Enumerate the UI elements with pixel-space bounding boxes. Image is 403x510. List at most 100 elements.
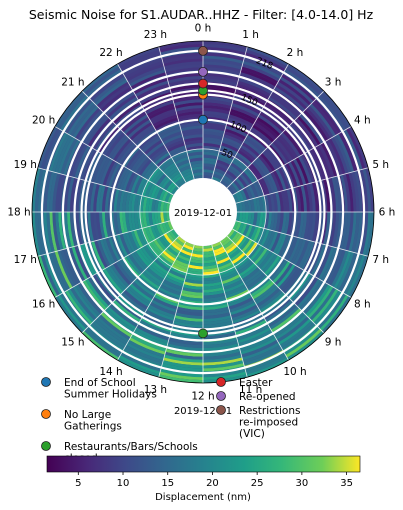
heatmap-cell xyxy=(257,114,283,135)
heatmap-cell xyxy=(203,58,243,67)
heatmap-cell xyxy=(203,163,216,168)
heatmap-cell xyxy=(238,329,273,347)
heatmap-cell xyxy=(85,278,109,309)
heatmap-cell xyxy=(125,232,136,253)
legend-marker xyxy=(216,391,226,401)
heatmap-cell xyxy=(241,63,280,82)
hour-tick-label: 7 h xyxy=(372,254,389,266)
heatmap-cell xyxy=(97,126,120,153)
heatmap-cell xyxy=(203,258,217,264)
heatmap-cell xyxy=(91,241,106,270)
heatmap-cell xyxy=(148,105,176,120)
heatmap-cell xyxy=(340,212,348,250)
heatmap-cell xyxy=(203,52,245,61)
heatmap-cell xyxy=(148,197,154,212)
heatmap-cell xyxy=(113,188,120,212)
heatmap-cell xyxy=(127,173,139,193)
heatmap-cell xyxy=(305,151,321,182)
heatmap-cell xyxy=(139,273,160,290)
heatmap-cell xyxy=(313,290,341,325)
heatmap-cell xyxy=(159,128,182,140)
heatmap-cell xyxy=(117,295,144,318)
heatmap-cell xyxy=(164,351,203,360)
heatmap-cell xyxy=(46,212,55,253)
heatmap-cell xyxy=(269,193,275,212)
event-marker-bottom xyxy=(198,328,208,339)
heatmap-cell xyxy=(158,223,166,235)
heatmap-cell xyxy=(203,371,247,381)
hour-tick-label: 5 h xyxy=(372,159,389,171)
heatmap-cell xyxy=(290,160,304,186)
heatmap-cell xyxy=(328,138,346,175)
heatmap-cell xyxy=(303,109,329,142)
hour-tick-labels: 0 h 1 h 2 h 3 h 4 h 5 h 6 h 7 h 8 h 9 h 10 h 11 h 12… xyxy=(7,23,395,403)
heatmap-cell xyxy=(184,278,203,284)
heatmap-cell xyxy=(139,228,149,246)
heatmap-cell xyxy=(179,122,203,129)
heatmap-cell xyxy=(330,250,349,288)
heatmap-cell xyxy=(165,274,185,285)
heatmap-cell xyxy=(161,222,169,234)
heatmap-cell xyxy=(49,212,58,252)
heatmap-cell xyxy=(165,139,185,150)
heatmap-cell xyxy=(173,96,203,104)
heatmap-cell xyxy=(310,148,326,180)
heatmap-cell xyxy=(346,127,366,170)
heatmap-cell xyxy=(298,155,312,184)
heatmap-cell xyxy=(227,246,240,257)
heatmap-cell xyxy=(220,142,239,153)
heatmap-cell xyxy=(281,74,316,102)
day-gridline xyxy=(139,148,267,276)
heatmap-cell xyxy=(150,147,168,162)
heatmap-cell xyxy=(255,249,271,267)
heatmap-cell xyxy=(313,99,341,134)
heatmap-cell xyxy=(167,220,174,231)
heatmap-cell xyxy=(81,212,89,244)
heatmap-cell xyxy=(283,212,290,235)
heatmap-cell xyxy=(168,78,203,87)
heatmap-cell xyxy=(37,169,47,212)
heatmap-cell xyxy=(99,185,106,212)
heatmap-cell xyxy=(218,264,235,273)
heatmap-cell xyxy=(130,72,167,90)
heatmap-cell xyxy=(277,234,290,257)
heatmap-cell xyxy=(150,225,159,240)
heatmap-cell xyxy=(271,308,302,333)
heatmap-cell xyxy=(70,103,97,137)
heatmap-cell xyxy=(112,262,132,286)
heatmap-cell xyxy=(234,154,250,168)
heatmap-cell xyxy=(250,279,273,297)
heatmap-cell xyxy=(136,229,146,247)
heatmap-cell xyxy=(334,176,342,212)
heatmap-cell xyxy=(247,225,256,240)
heatmap-cell xyxy=(270,232,281,253)
heatmap-cell xyxy=(212,243,223,251)
heatmap-cell xyxy=(203,125,226,132)
heatmap-cell xyxy=(271,91,302,116)
heatmap-cell xyxy=(260,252,276,272)
heatmap-cell xyxy=(177,162,191,170)
heatmap-cell xyxy=(93,212,100,241)
heatmap-cell xyxy=(174,177,185,186)
heatmap-cell xyxy=(203,306,230,314)
heatmap-cell xyxy=(84,328,121,358)
hour-tick-label: 14 h xyxy=(99,366,122,378)
heatmap-cell xyxy=(203,320,233,328)
heatmap-cell xyxy=(231,307,260,321)
heatmap-cell xyxy=(145,197,151,212)
heatmap-cell xyxy=(227,229,235,239)
heatmap-cell xyxy=(247,243,261,259)
heatmap-cell xyxy=(87,182,95,212)
heatmap-cell xyxy=(58,174,66,212)
heatmap-cell xyxy=(154,258,170,272)
heatmap-cell xyxy=(266,146,283,168)
heatmap-cell xyxy=(182,134,203,140)
heatmap-cell xyxy=(318,246,335,281)
heatmap-cell xyxy=(57,250,76,288)
heatmap-cell xyxy=(240,223,248,235)
heatmap-cell xyxy=(140,246,155,263)
chart-title: Seismic Noise for S1.AUDAR..HHZ - Filter… xyxy=(29,7,374,22)
heatmap-cell xyxy=(161,190,169,202)
heatmap-cell xyxy=(90,212,97,242)
